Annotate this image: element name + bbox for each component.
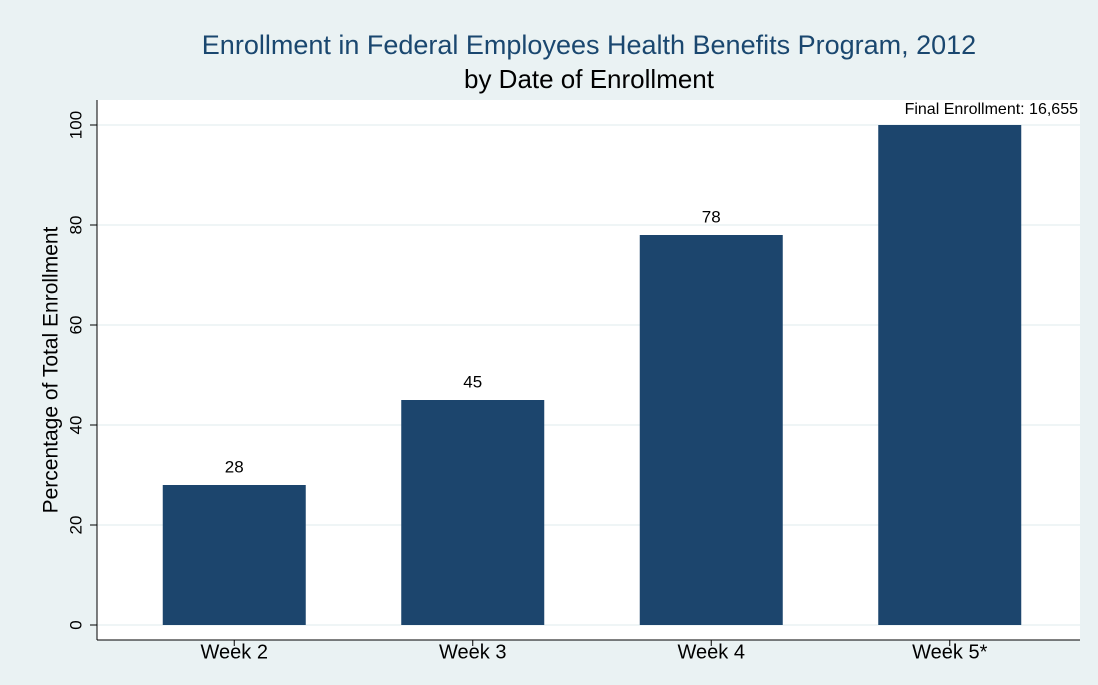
- bar: [162, 485, 306, 625]
- value-label: 45: [463, 372, 482, 391]
- y-tick-label: 0: [66, 620, 85, 629]
- chart-subtitle: by Date of Enrollment: [464, 64, 715, 94]
- y-tick-label: 100: [66, 111, 85, 139]
- y-tick-label: 40: [66, 416, 85, 435]
- annotation: Final Enrollment: 16,655: [905, 101, 1079, 118]
- x-tick-label: Week 5*: [912, 641, 987, 663]
- y-tick-label: 80: [66, 216, 85, 235]
- bar: [639, 235, 783, 625]
- x-tick-label: Week 3: [439, 641, 506, 663]
- value-label: 28: [225, 457, 244, 476]
- y-tick-label: 60: [66, 316, 85, 335]
- y-tick-label: 20: [66, 516, 85, 535]
- bar: [401, 400, 545, 625]
- bar: [878, 125, 1022, 625]
- x-tick-label: Week 4: [678, 641, 745, 663]
- value-label: 78: [702, 207, 721, 226]
- y-axis-label: Percentage of Total Enrollment: [40, 226, 63, 513]
- chart-title: Enrollment in Federal Employees Health B…: [202, 30, 976, 60]
- x-tick-label: Week 2: [201, 641, 268, 663]
